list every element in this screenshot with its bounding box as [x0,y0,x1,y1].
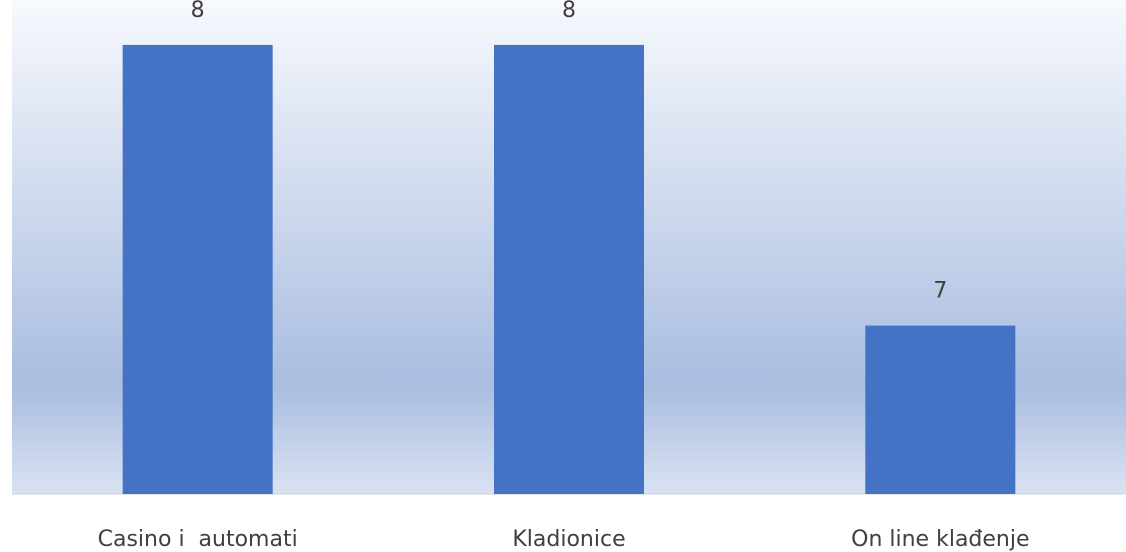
bar-1 [122,44,273,495]
x-tick-label-1: Casino i automati [98,527,298,552]
x-tick-labels: Casino i automati Kladionice On line klađe… [98,527,1030,552]
data-label-2: 8 [562,0,576,23]
data-label-3: 7 [933,279,947,304]
x-tick-label-3: On line klađenje [851,527,1029,552]
bar-3 [865,325,1016,494]
data-labels: 8 8 7 [191,0,948,304]
x-tick-label-2: Kladionice [512,527,625,552]
bars [122,44,1016,495]
bar-2 [494,44,644,495]
data-label-1: 8 [191,0,205,23]
